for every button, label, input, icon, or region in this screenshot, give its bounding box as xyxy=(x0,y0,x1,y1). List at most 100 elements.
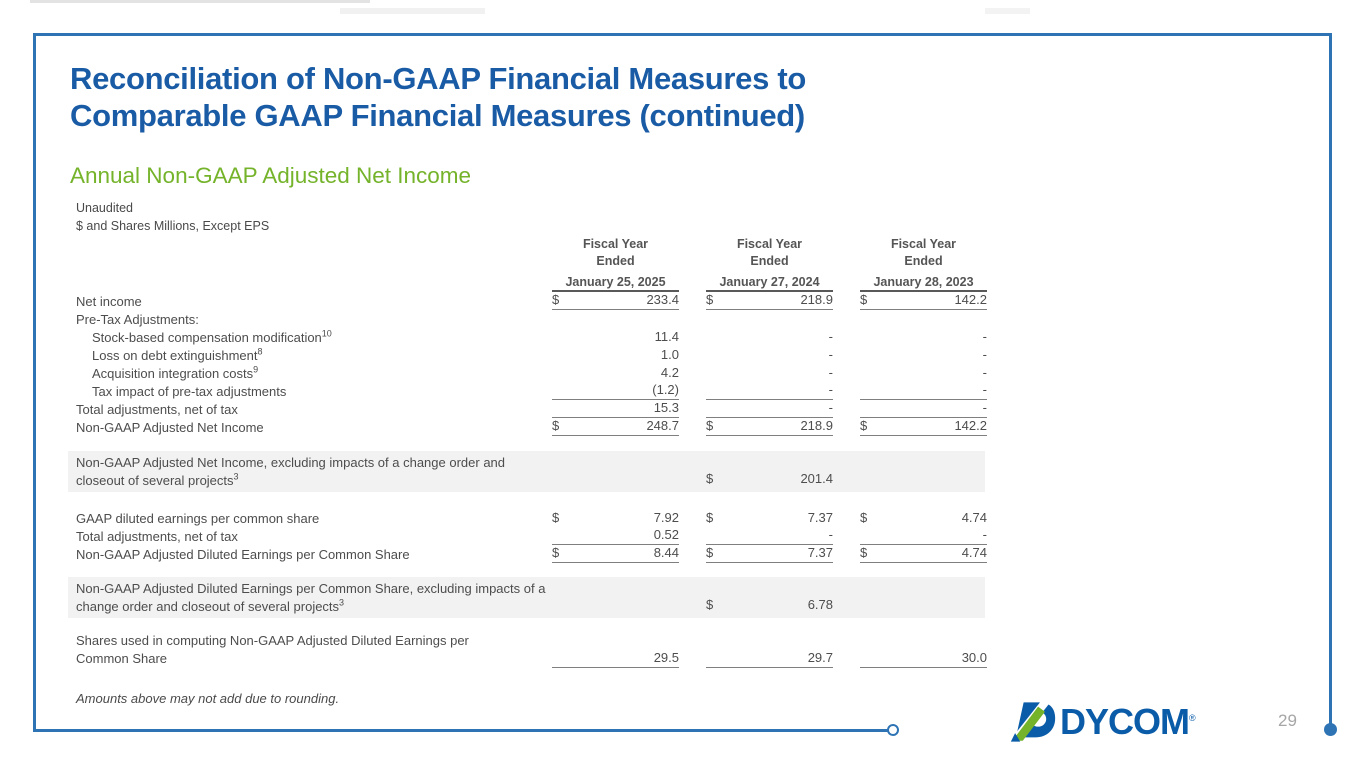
row-label: Total adjustments, net of tax xyxy=(76,402,238,417)
cell-value: 7.92 xyxy=(653,510,679,525)
row-label: Total adjustments, net of tax xyxy=(76,529,238,544)
footnote-marker: 10 xyxy=(321,328,332,339)
dollar-sign: $ xyxy=(860,418,868,433)
value-cell: $142.2 xyxy=(860,292,987,310)
cell-value: 142.2 xyxy=(954,292,987,307)
cell-value: 6.78 xyxy=(807,597,833,612)
fiscal-year-label: Fiscal Year Ended xyxy=(890,237,957,268)
fiscal-year-label: Fiscal Year Ended xyxy=(582,237,649,268)
value-cell: 29.7 xyxy=(706,650,833,668)
cell-value: - xyxy=(982,527,987,542)
table-row: Tax impact of pre-tax adjustments (1.2) - - xyxy=(68,382,988,400)
cell-value: 248.7 xyxy=(646,418,679,433)
section-subtitle: Annual Non-GAAP Adjusted Net Income xyxy=(70,163,472,188)
table-row: Total adjustments, net of tax 15.3 - - xyxy=(68,400,988,418)
value-cell: $7.37 xyxy=(706,545,833,563)
dollar-sign: $ xyxy=(706,510,714,525)
cell-value: 7.37 xyxy=(807,510,833,525)
cell-value: 8.44 xyxy=(653,545,679,560)
cell-value: - xyxy=(828,365,833,380)
page-number: 29 xyxy=(1278,711,1297,730)
page-title: Reconciliation of Non-GAAP Financial Mea… xyxy=(70,60,970,134)
value-cell: $218.9 xyxy=(706,292,833,310)
table-row: Stock-based compensation modification10 1… xyxy=(68,328,988,346)
row-label: GAAP diluted earnings per common share xyxy=(76,511,320,526)
footnote-marker: 8 xyxy=(257,346,263,357)
table-row: Total adjustments, net of tax 0.52 - - xyxy=(68,527,988,545)
value-cell xyxy=(552,327,679,328)
value-cell: - xyxy=(706,329,833,346)
dollar-sign: $ xyxy=(552,510,560,525)
value-cell: 11.4 xyxy=(552,329,679,346)
cell-value: (1.2) xyxy=(652,382,679,397)
row-label: Non-GAAP Adjusted Diluted Earnings per C… xyxy=(76,581,546,614)
page-title-line2: Comparable GAAP Financial Measures (cont… xyxy=(70,98,805,133)
value-cell: $233.4 xyxy=(552,292,679,310)
value-cell xyxy=(706,327,833,328)
value-cell xyxy=(860,327,987,328)
row-label: Shares used in computing Non-GAAP Adjust… xyxy=(76,633,469,666)
value-cell: $6.78 xyxy=(706,597,833,614)
cell-value: - xyxy=(828,382,833,397)
value-cell: 15.3 xyxy=(552,400,679,418)
value-cell: - xyxy=(860,347,987,364)
row-label: Stock-based compensation modification10 xyxy=(92,328,332,345)
value-cell: 0.52 xyxy=(552,527,679,545)
fiscal-year-column-header: Fiscal Year Ended January 25, 2025 xyxy=(552,236,679,292)
row-label: Non-GAAP Adjusted Net Income, excluding … xyxy=(76,455,506,488)
highlight-row-adjusted-eps-excluding: Non-GAAP Adjusted Diluted Earnings per C… xyxy=(68,577,985,618)
fiscal-year-column-header: Fiscal Year Ended January 27, 2024 xyxy=(706,236,833,292)
page-title-line1: Reconciliation of Non-GAAP Financial Mea… xyxy=(70,61,807,96)
rounding-note: Amounts above may not add due to roundin… xyxy=(76,691,340,706)
table-column-headers: Fiscal Year Ended January 25, 2025 Fiscal Y… xyxy=(552,236,987,292)
value-cell: - xyxy=(860,400,987,418)
value-cell: $7.37 xyxy=(706,510,833,527)
row-label: Tax impact of pre-tax adjustments xyxy=(92,384,287,399)
cell-value: 4.74 xyxy=(961,510,987,525)
value-cell: $142.2 xyxy=(860,418,987,436)
frame-bottom-border xyxy=(33,729,889,732)
cell-value: 201.4 xyxy=(800,471,833,486)
fiscal-year-column-header: Fiscal Year Ended January 28, 2023 xyxy=(860,236,987,292)
prenote-units: $ and Shares Millions, Except EPS xyxy=(76,219,270,233)
table-row: Loss on debt extinguishment8 1.0 - - xyxy=(68,346,988,364)
table-row: GAAP diluted earnings per common share $7… xyxy=(68,509,988,527)
value-cell: - xyxy=(860,329,987,346)
fiscal-year-end-date: January 25, 2025 xyxy=(552,275,679,292)
table-prenote: Unaudited $ and Shares Millions, Except … xyxy=(76,199,269,235)
table-row-shares-used: Shares used in computing Non-GAAP Adjust… xyxy=(68,632,988,668)
value-cell: 29.5 xyxy=(552,650,679,668)
row-label: Non-GAAP Adjusted Net Income xyxy=(76,420,264,435)
cell-value: - xyxy=(828,400,833,415)
cell-value: 218.9 xyxy=(800,292,833,307)
footnote-marker: 3 xyxy=(233,471,239,482)
cell-value: - xyxy=(828,347,833,362)
fiscal-year-end-date: January 27, 2024 xyxy=(706,275,833,292)
dollar-sign: $ xyxy=(552,545,560,560)
dollar-sign: $ xyxy=(552,292,560,307)
value-cell: $201.4 xyxy=(706,471,833,488)
frame-filled-dot-endpoint xyxy=(1324,723,1337,736)
value-cell: - xyxy=(706,527,833,545)
table-row: Non-GAAP Adjusted Diluted Earnings per C… xyxy=(68,545,988,563)
dollar-sign: $ xyxy=(706,597,714,612)
value-cell: - xyxy=(706,400,833,418)
frame-right-border xyxy=(1329,33,1332,725)
cell-value: 233.4 xyxy=(646,292,679,307)
value-cell: - xyxy=(860,382,987,400)
fiscal-year-end-date: January 28, 2023 xyxy=(860,275,987,292)
value-cell: 4.2 xyxy=(552,365,679,382)
value-cell: - xyxy=(860,527,987,545)
value-cell: $248.7 xyxy=(552,418,679,436)
cell-value: - xyxy=(982,400,987,415)
cell-value: - xyxy=(982,382,987,397)
table-row: Pre-Tax Adjustments: xyxy=(68,310,988,328)
value-cell: 1.0 xyxy=(552,347,679,364)
cell-value: 7.37 xyxy=(807,545,833,560)
cell-value: - xyxy=(828,527,833,542)
fiscal-year-label: Fiscal Year Ended xyxy=(736,237,803,268)
cell-value: 0.52 xyxy=(653,527,679,542)
table-section-eps: GAAP diluted earnings per common share $7… xyxy=(68,509,988,563)
value-cell: (1.2) xyxy=(552,382,679,400)
top-edge-artifact xyxy=(340,8,485,14)
